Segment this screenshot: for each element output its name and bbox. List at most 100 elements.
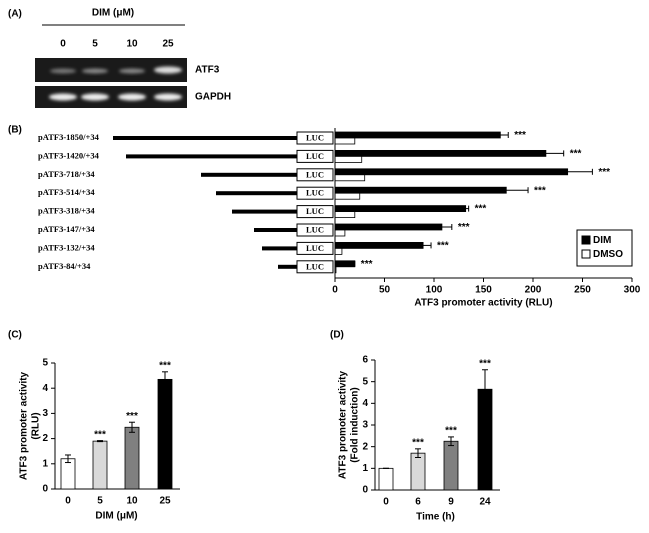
bar (443, 440, 459, 491)
bar (334, 223, 443, 231)
gel-strip (35, 86, 187, 108)
luc-label: LUC (306, 243, 324, 253)
significance: *** (412, 437, 424, 448)
construct-label: pATF3-514/+34 (38, 187, 95, 197)
significance: *** (570, 149, 582, 160)
y-tick-label: 3 (42, 408, 48, 419)
significance: *** (437, 241, 449, 252)
luc-box (296, 205, 334, 219)
band-label: ATF3 (195, 65, 220, 76)
luc-label: LUC (306, 132, 324, 142)
bar (334, 260, 356, 268)
y-tick-label: 1 (362, 463, 368, 474)
bar (334, 211, 356, 219)
gel-band (119, 68, 145, 74)
bar (92, 440, 108, 490)
legend-swatch (581, 249, 591, 259)
construct-label: pATF3-318/+34 (38, 206, 95, 216)
x-tick-label: 9 (448, 497, 454, 508)
y-axis-label: (Fold induction) (350, 387, 361, 463)
significance: *** (534, 185, 546, 196)
gel-band (50, 68, 76, 74)
y-tick-label: 4 (42, 383, 48, 394)
construct-label: pATF3-84/+34 (38, 261, 91, 271)
significance: *** (598, 167, 610, 178)
construct-line (254, 228, 297, 232)
gel-band (81, 93, 109, 101)
legend-label: DMSO (593, 249, 623, 260)
luc-label: LUC (306, 206, 324, 216)
x-axis-label: DIM (μM) (95, 511, 137, 522)
gel-band (82, 68, 108, 74)
bar (334, 205, 467, 213)
construct-label: pATF3-147/+34 (38, 224, 95, 234)
gel-band (118, 93, 146, 101)
significance: *** (126, 411, 138, 422)
bar (334, 137, 356, 145)
construct-label: pATF3-132/+34 (38, 242, 95, 252)
x-tick-label: 200 (525, 285, 542, 296)
construct-label: pATF3-718/+34 (38, 169, 95, 179)
luc-box (296, 168, 334, 182)
x-axis-label: Time (h) (416, 512, 455, 523)
x-tick-label: 0 (383, 497, 389, 508)
luc-label: LUC (306, 151, 324, 161)
bar (334, 186, 507, 194)
bar (378, 467, 394, 491)
x-axis-label: ATF3 promoter activity (RLU) (414, 298, 552, 309)
panel-label: (D) (330, 330, 344, 341)
luc-box (296, 186, 334, 200)
construct-line (126, 154, 297, 159)
x-tick-label: 5 (97, 496, 103, 507)
gel-title: DIM (μM) (92, 8, 134, 19)
y-axis-label: ATF3 promoter activity (338, 370, 349, 479)
x-tick-label: 100 (426, 285, 443, 296)
luc-label: LUC (306, 169, 324, 179)
x-tick-label: 50 (379, 285, 391, 296)
panel-label: (A) (8, 9, 22, 20)
construct-line (201, 172, 297, 177)
gel-band (49, 93, 77, 101)
luc-label: LUC (306, 188, 324, 198)
y-tick-label: 2 (362, 441, 368, 452)
significance: *** (159, 360, 171, 371)
luc-box (296, 131, 334, 145)
y-tick-label: 0 (42, 484, 48, 495)
bar (334, 174, 366, 182)
significance: *** (445, 426, 457, 437)
luc-box (296, 149, 334, 163)
bar (334, 247, 343, 255)
luc-box (296, 223, 334, 237)
lane-label: 5 (92, 39, 98, 50)
construct-label: pATF3-1420/+34 (38, 150, 100, 160)
lane-label: 25 (162, 39, 174, 50)
bar (334, 229, 346, 237)
significance: *** (458, 222, 470, 233)
luc-box (296, 260, 334, 274)
x-tick-label: 24 (479, 497, 491, 508)
x-tick-label: 250 (574, 285, 591, 296)
significance: *** (361, 259, 373, 270)
x-tick-label: 6 (415, 497, 421, 508)
significance: *** (514, 130, 526, 141)
construct-line (278, 264, 297, 269)
bar (410, 452, 426, 491)
construct-line (113, 136, 297, 140)
panel-label: (B) (8, 125, 22, 136)
x-tick-label: 0 (332, 285, 338, 296)
y-tick-label: 5 (362, 376, 368, 387)
x-tick-label: 300 (624, 285, 641, 296)
y-tick-label: 0 (362, 485, 368, 496)
y-tick-label: 2 (42, 433, 48, 444)
bar (334, 168, 569, 176)
construct-label: pATF3-1850/+34 (38, 132, 100, 142)
gel-band (154, 93, 182, 101)
legend-swatch (581, 235, 591, 245)
lane-label: 0 (60, 39, 66, 50)
luc-label: LUC (306, 224, 324, 234)
x-tick-label: 0 (65, 496, 71, 507)
x-tick-label: 150 (475, 285, 492, 296)
luc-label: LUC (306, 261, 324, 271)
construct-line (232, 209, 297, 214)
